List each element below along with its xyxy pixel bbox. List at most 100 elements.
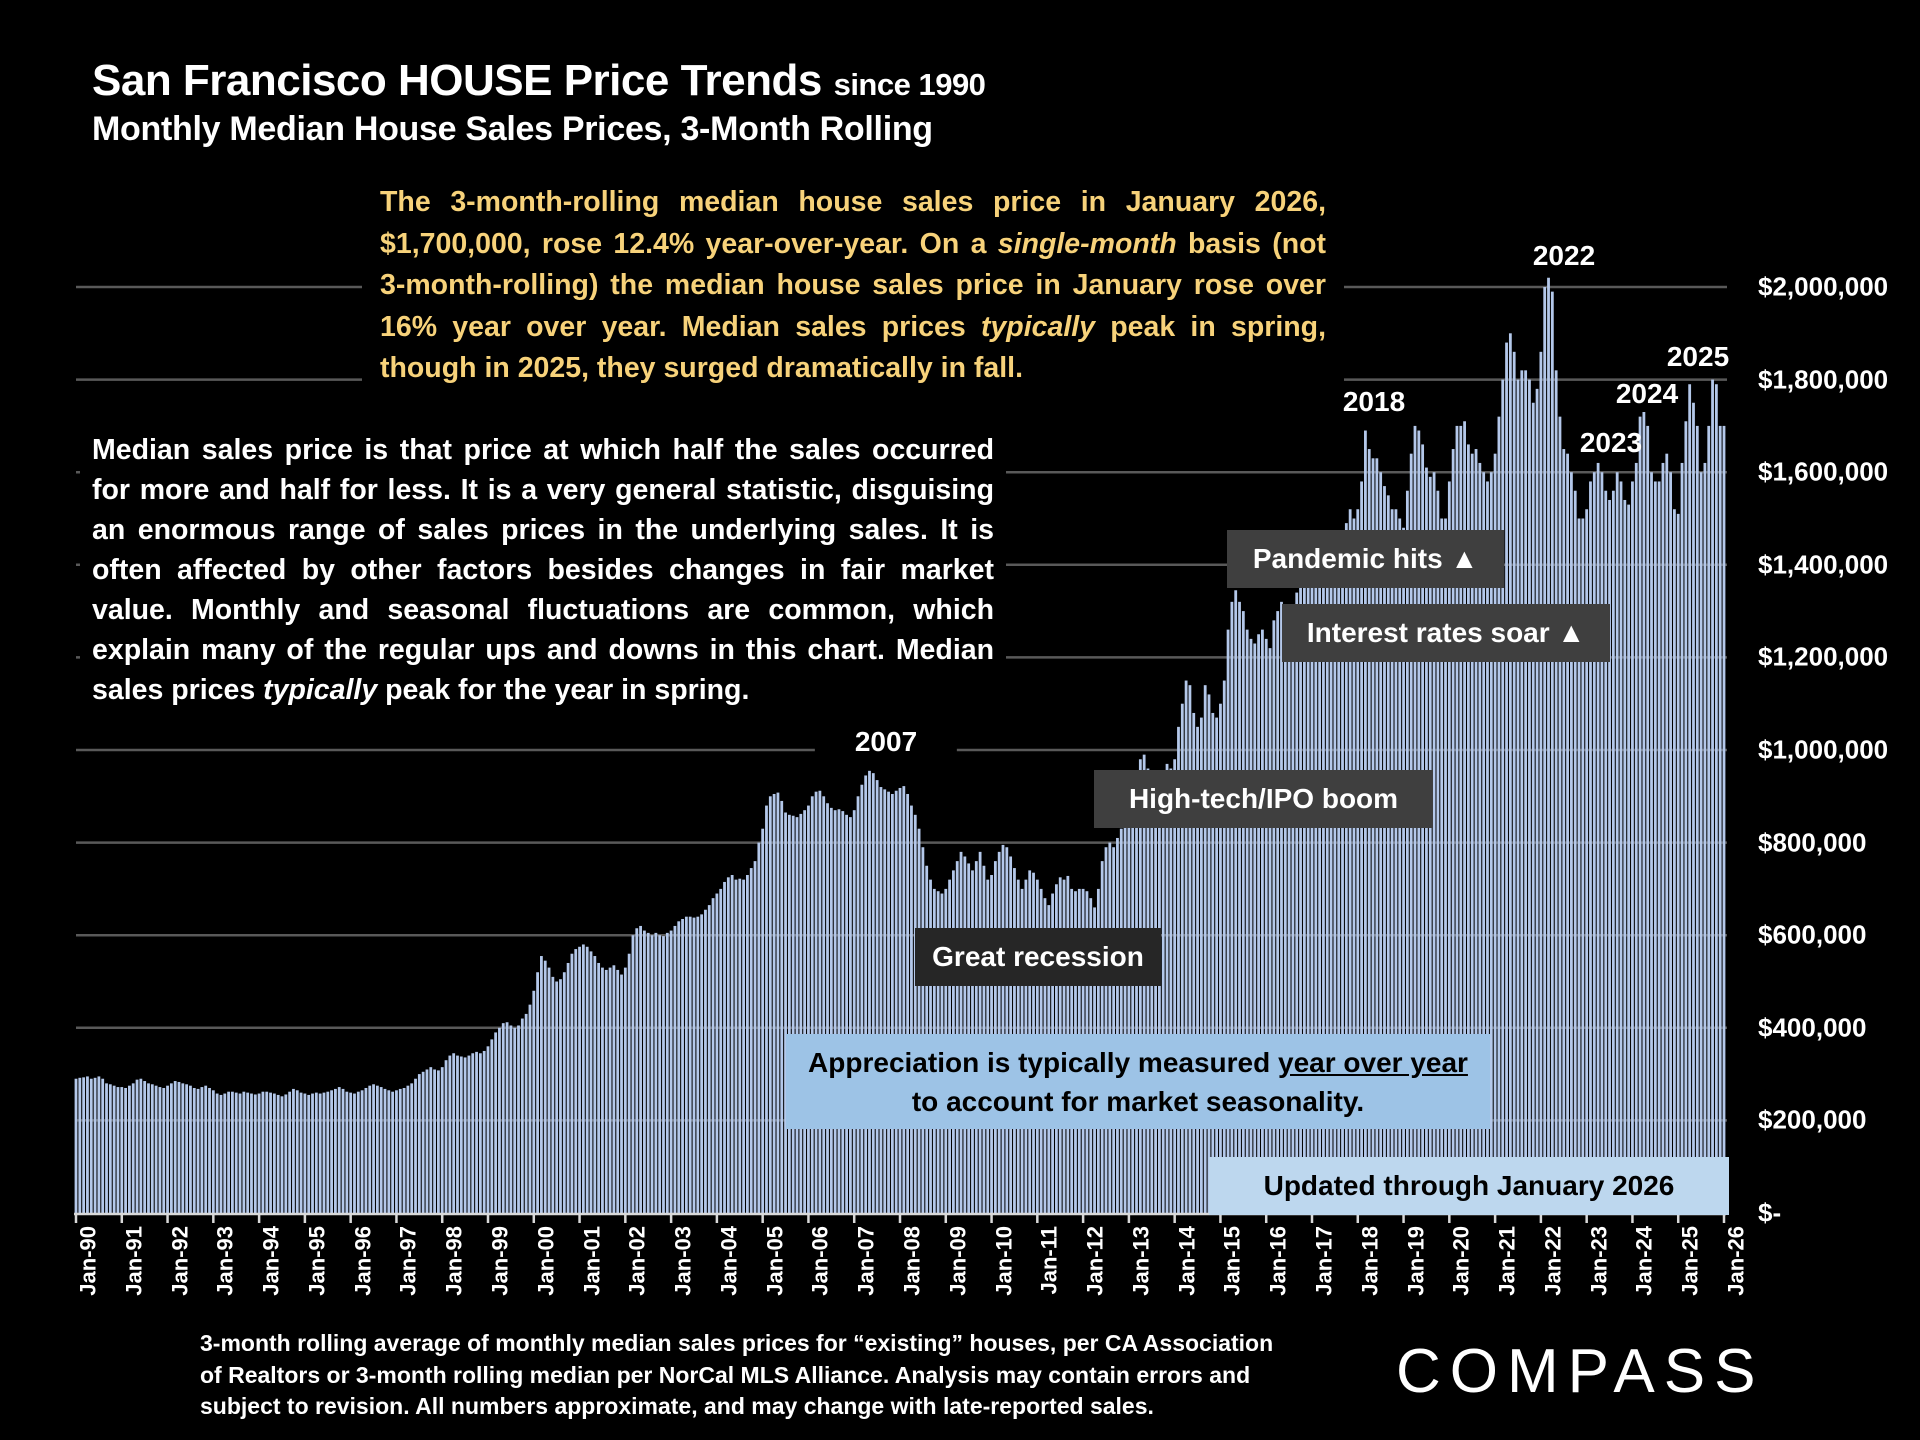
bar: [1367, 449, 1371, 1213]
bar: [677, 921, 681, 1213]
bar: [131, 1083, 135, 1213]
bar: [486, 1046, 490, 1213]
bar: [1634, 462, 1638, 1213]
bar: [456, 1055, 459, 1213]
bar: [871, 773, 875, 1213]
bar: [1261, 629, 1264, 1213]
bar: [574, 949, 578, 1213]
bar: [467, 1055, 471, 1213]
bar: [1344, 523, 1348, 1213]
bar: [452, 1053, 456, 1213]
bar: [1650, 472, 1653, 1213]
bar: [1524, 370, 1528, 1214]
bar: [768, 796, 772, 1213]
bar: [1405, 490, 1409, 1214]
bar: [528, 1004, 532, 1213]
bar: [1173, 759, 1177, 1213]
footnote: 3-month rolling average of monthly media…: [200, 1328, 1273, 1423]
bar: [1501, 379, 1505, 1214]
bar: [1119, 828, 1123, 1213]
bar: [1322, 546, 1325, 1213]
annotation-interest-rates: Interest rates soar ▲: [1282, 604, 1610, 662]
bar: [1005, 847, 1009, 1213]
bar: [383, 1088, 387, 1213]
bar: [112, 1085, 116, 1213]
bar: [509, 1025, 513, 1213]
bar: [650, 935, 654, 1213]
bar: [440, 1067, 444, 1213]
bar: [311, 1093, 314, 1213]
updated-note: Updated through January 2026: [1209, 1157, 1729, 1215]
bar: [1203, 685, 1207, 1213]
bar: [726, 877, 730, 1213]
bar: [303, 1093, 307, 1213]
bar: [1360, 481, 1363, 1214]
bar: [471, 1053, 475, 1213]
bar: [1646, 425, 1650, 1213]
bar: [822, 796, 826, 1213]
bar: [1516, 379, 1520, 1214]
bar: [1276, 611, 1280, 1213]
bar: [1165, 763, 1169, 1213]
bar: [234, 1092, 238, 1213]
bar: [1257, 634, 1260, 1213]
bar: [74, 1078, 78, 1213]
bar: [913, 814, 917, 1213]
bar: [1482, 472, 1486, 1213]
chart-subtitle: Monthly Median House Sales Prices, 3-Mon…: [92, 110, 933, 148]
bar: [368, 1085, 372, 1213]
bar: [616, 969, 620, 1213]
bar: [1310, 574, 1314, 1213]
bar: [261, 1091, 265, 1213]
bar: [864, 775, 868, 1213]
bar: [665, 932, 669, 1213]
bar: [360, 1090, 364, 1213]
x-tick-label: Jan-22: [1540, 1226, 1566, 1296]
bar: [375, 1085, 379, 1213]
x-tick-label: Jan-93: [213, 1226, 239, 1296]
bar: [478, 1053, 482, 1213]
bar: [841, 811, 845, 1213]
footnote-line: subject to revision. All numbers approxi…: [200, 1393, 1154, 1419]
x-tick-label: Jan-94: [258, 1226, 284, 1296]
bar: [723, 881, 726, 1213]
bar: [749, 868, 753, 1213]
bar: [1146, 768, 1150, 1213]
bar: [578, 946, 581, 1213]
text: The 3-month-rolling median house sales p…: [380, 186, 1326, 260]
bar: [1528, 379, 1531, 1214]
bar: [1386, 495, 1390, 1214]
x-tick-label: Jan-26: [1723, 1226, 1749, 1296]
bar: [253, 1094, 257, 1213]
bar: [1249, 638, 1253, 1213]
bar: [1642, 412, 1646, 1213]
bar: [1581, 518, 1585, 1213]
y-tick-label: $1,200,000: [1758, 641, 1889, 672]
y-tick-label: $200,000: [1758, 1104, 1867, 1135]
bar: [1379, 472, 1383, 1213]
bar: [589, 951, 593, 1213]
bar: [1333, 541, 1337, 1213]
bar: [334, 1088, 337, 1213]
bar: [326, 1091, 330, 1213]
bar: [1508, 333, 1512, 1213]
bar: [1001, 844, 1005, 1213]
bar: [1604, 490, 1608, 1214]
bar: [1371, 458, 1375, 1213]
bar: [1245, 629, 1249, 1213]
x-tick-label: Jan-20: [1449, 1226, 1475, 1296]
bar: [1421, 444, 1425, 1213]
bar: [337, 1087, 341, 1213]
bar: [97, 1076, 101, 1213]
text: typically: [263, 674, 378, 706]
bar: [1589, 481, 1592, 1214]
bar: [1505, 342, 1508, 1213]
bar: [1444, 518, 1447, 1213]
bar: [1226, 629, 1230, 1213]
bar: [978, 851, 982, 1213]
bar: [299, 1092, 303, 1213]
bar: [1356, 509, 1360, 1213]
bar: [601, 967, 604, 1213]
bar: [356, 1091, 360, 1213]
bar: [753, 861, 757, 1213]
